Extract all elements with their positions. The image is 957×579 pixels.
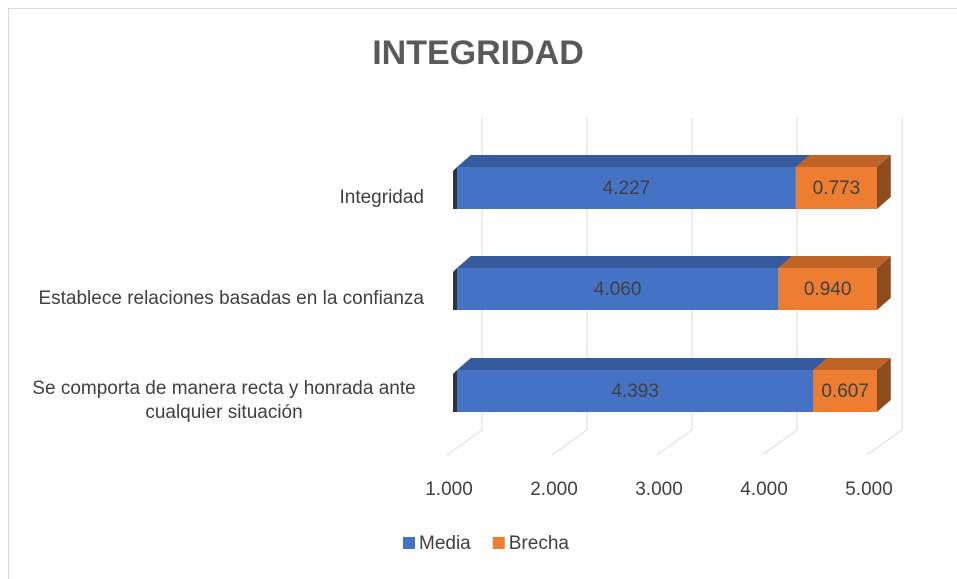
value-label: 0.607 [821, 381, 869, 402]
bar-front-face [457, 268, 779, 310]
bar-top-face [457, 155, 810, 167]
value-label: 4.393 [611, 381, 659, 402]
value-label: 0.773 [813, 178, 861, 199]
bar-front-face [778, 268, 877, 310]
bar [457, 358, 828, 412]
bar-top-face [795, 155, 891, 167]
bar-top-face [778, 256, 891, 268]
x-tick-label: 1.000 [425, 479, 473, 500]
category-text: Establece relaciones basadas en la confi… [38, 288, 424, 309]
grid-floor-line [866, 429, 903, 456]
value-label: 0.940 [804, 279, 852, 300]
bar-left-edge [453, 268, 457, 310]
bar-top-face [813, 358, 891, 370]
category-text: Se comporta de manera recta y honrada an… [32, 378, 416, 423]
x-tick-label: 3.000 [635, 479, 683, 500]
bar [813, 358, 891, 412]
bar-side-face [877, 256, 891, 310]
grid-floor-line [656, 429, 693, 456]
legend-label: Brecha [509, 533, 570, 554]
bar-front-face [813, 370, 877, 412]
bar-top-face [457, 358, 828, 370]
bar [778, 256, 891, 310]
frame [8, 8, 957, 579]
category-text: Integridad [339, 187, 424, 208]
category-label: Se comporta de manera recta y honrada an… [24, 371, 424, 431]
value-label: 4.060 [594, 279, 642, 300]
x-tick-label: 5.000 [845, 479, 893, 500]
legend-label: Media [419, 533, 471, 554]
bar-side-face [877, 155, 891, 209]
grid-floor-line [446, 429, 483, 456]
value-label: 4.227 [603, 178, 651, 199]
grid-floor-line [761, 429, 798, 456]
chart-title: INTEGRIDAD [372, 34, 584, 72]
bar-front-face [795, 167, 877, 209]
x-tick-label: 2.000 [530, 479, 578, 500]
bar [795, 155, 891, 209]
x-tick-label: 4.000 [740, 479, 788, 500]
bar-left-edge [453, 370, 457, 412]
category-label: Integridad [24, 168, 424, 228]
legend-swatch [492, 537, 505, 549]
bar-top-face [457, 256, 793, 268]
category-label: Establece relaciones basadas en la confi… [24, 269, 424, 329]
bar-left-edge [453, 167, 457, 209]
grid-floor-line [551, 429, 588, 456]
bar-side-face [877, 358, 891, 412]
bar-front-face [457, 167, 796, 209]
bar-front-face [457, 370, 814, 412]
legend-swatch [403, 537, 415, 549]
